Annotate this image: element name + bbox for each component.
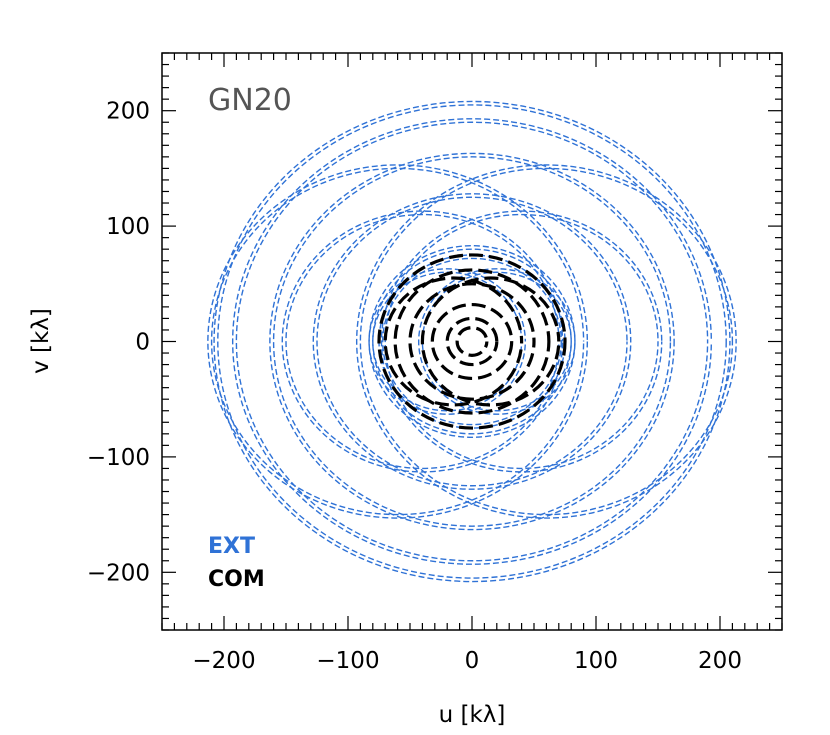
legend: EXT COM: [208, 534, 265, 592]
uv-track-com: [377, 253, 567, 430]
x-tick-label: 100: [574, 648, 618, 674]
x-axis-label: u [kλ]: [439, 702, 506, 728]
series-ext: [207, 100, 737, 583]
uv-track-ext: [235, 121, 709, 562]
uv-tracks: [207, 100, 737, 583]
axis-ticks: [161, 52, 783, 631]
uv-track-ext: [359, 167, 734, 516]
uv-track-ext: [368, 268, 527, 415]
chart-title: GN20: [208, 83, 292, 118]
uv-track-ext: [421, 271, 572, 412]
uv-track-com: [445, 316, 499, 367]
uv-track-com: [420, 276, 561, 407]
y-tick-label: −200: [87, 560, 150, 586]
uv-track-ext: [384, 213, 659, 470]
legend-entry-com: COM: [208, 567, 265, 592]
y-axis-label: v [kλ]: [28, 308, 54, 374]
uv-track-com: [408, 282, 536, 401]
y-tick-label: −100: [87, 445, 150, 471]
uv-track-ext: [382, 257, 562, 426]
uv-track-ext: [316, 196, 628, 487]
uv-track-ext: [207, 164, 589, 519]
y-tick-label: 0: [135, 330, 150, 356]
y-tick-label: 200: [106, 99, 150, 125]
legend-entry-ext: EXT: [208, 534, 255, 559]
uv-track-ext: [217, 104, 727, 579]
uv-track-ext: [281, 210, 564, 473]
uv-track-com: [393, 268, 551, 415]
x-tick-label: −100: [316, 648, 379, 674]
x-tick-label: 200: [698, 648, 742, 674]
uv-track-ext: [312, 193, 632, 490]
uv-track-ext: [417, 268, 576, 415]
uv-track-com: [430, 302, 514, 381]
axis-tick-labels: −200 −100 0 100 200 −200 −100 0 100 200: [87, 99, 742, 674]
uv-track-ext: [272, 156, 672, 527]
uv-track-ext: [380, 210, 663, 473]
uv-track-ext: [372, 248, 572, 435]
uv-track-ext: [368, 245, 576, 438]
uv-track-com: [455, 326, 489, 357]
plot-frame: [161, 52, 783, 631]
uv-track-ext: [355, 164, 737, 519]
x-tick-label: 0: [465, 648, 480, 674]
y-tick-label: 100: [106, 214, 150, 240]
uv-track-ext: [269, 152, 675, 531]
uv-track-ext: [213, 100, 731, 583]
uv-track-ext: [210, 167, 585, 516]
uv-track-ext: [231, 118, 713, 565]
uv-track-com: [383, 276, 524, 407]
series-com: [377, 253, 567, 430]
x-tick-label: −200: [192, 648, 255, 674]
